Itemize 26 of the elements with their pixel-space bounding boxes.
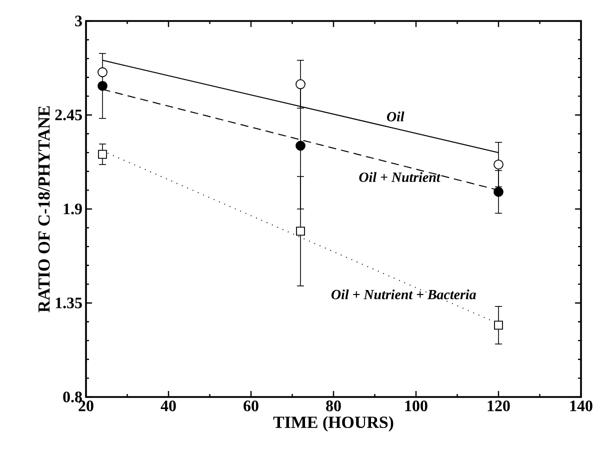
y-tick-label: 0.8 [63,392,82,402]
series-label: Oil + Nutrient + Bacteria [331,289,476,300]
series-label: Oil [386,112,404,122]
series-label: Oil + Nutrient [359,172,441,182]
point [98,80,108,91]
x-tick-label: 120 [488,400,510,412]
x-tick-label: 40 [160,400,176,412]
point [98,150,107,159]
point [296,140,306,151]
x-tick-label: 20 [78,400,94,412]
point [296,79,306,90]
y-tick-label: 2.45 [55,110,82,120]
point [98,67,108,78]
point [494,160,504,170]
point [494,186,504,197]
x-tick-label: 60 [244,400,258,412]
point [296,226,305,236]
x-tick-label: 80 [326,400,341,412]
y-tick-label: 3 [75,16,82,26]
point [494,320,503,330]
x-axis-title: TIME (HOURS) [273,416,394,432]
x-tick-label: 100 [405,400,428,412]
y-tick-label: 1.35 [56,298,82,308]
x-tick-label: 140 [570,400,592,412]
y-axis-title: RATIO OF C-18/PHYTANE [38,106,50,312]
y-tick-label: 1.9 [64,204,82,214]
